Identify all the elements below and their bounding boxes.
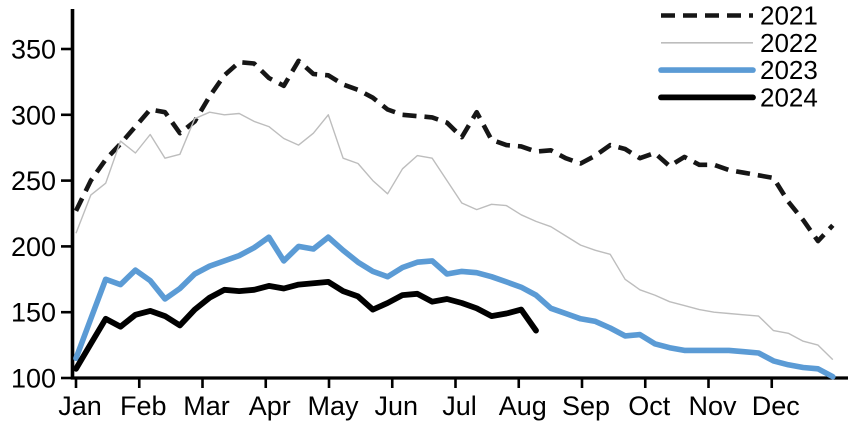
x-tick-label: Feb: [120, 391, 167, 421]
x-tick-label: Oct: [628, 391, 671, 421]
x-tick-label: Apr: [249, 391, 291, 421]
y-tick-label: 100: [11, 364, 56, 394]
x-tick-label: Jan: [58, 391, 102, 421]
legend-label-2023: 2023: [760, 55, 818, 85]
series-line-2023: [73, 234, 836, 380]
legend-label-2024: 2024: [760, 82, 818, 112]
x-tick-label: Sep: [562, 391, 610, 421]
y-tick-label: 150: [11, 298, 56, 328]
x-tick-label: May: [307, 391, 359, 421]
x-tick-label: Dec: [752, 391, 800, 421]
series-line-2022: [75, 111, 834, 361]
y-tick-label: 200: [11, 232, 56, 262]
y-tick-label: 350: [11, 35, 56, 65]
y-tick-label: 300: [11, 100, 56, 130]
x-tick-label: Aug: [499, 391, 547, 421]
y-tick-label: 250: [11, 166, 56, 196]
x-tick-label: Mar: [183, 391, 230, 421]
series-line-2024: [73, 278, 539, 372]
series-line-2021: [73, 58, 835, 244]
x-tick-label: Jun: [374, 391, 418, 421]
x-tick-label: Nov: [688, 391, 737, 421]
legend-label-2022: 2022: [760, 28, 818, 58]
x-tick-label: Jul: [442, 391, 477, 421]
legend-label-2021: 2021: [760, 1, 818, 31]
